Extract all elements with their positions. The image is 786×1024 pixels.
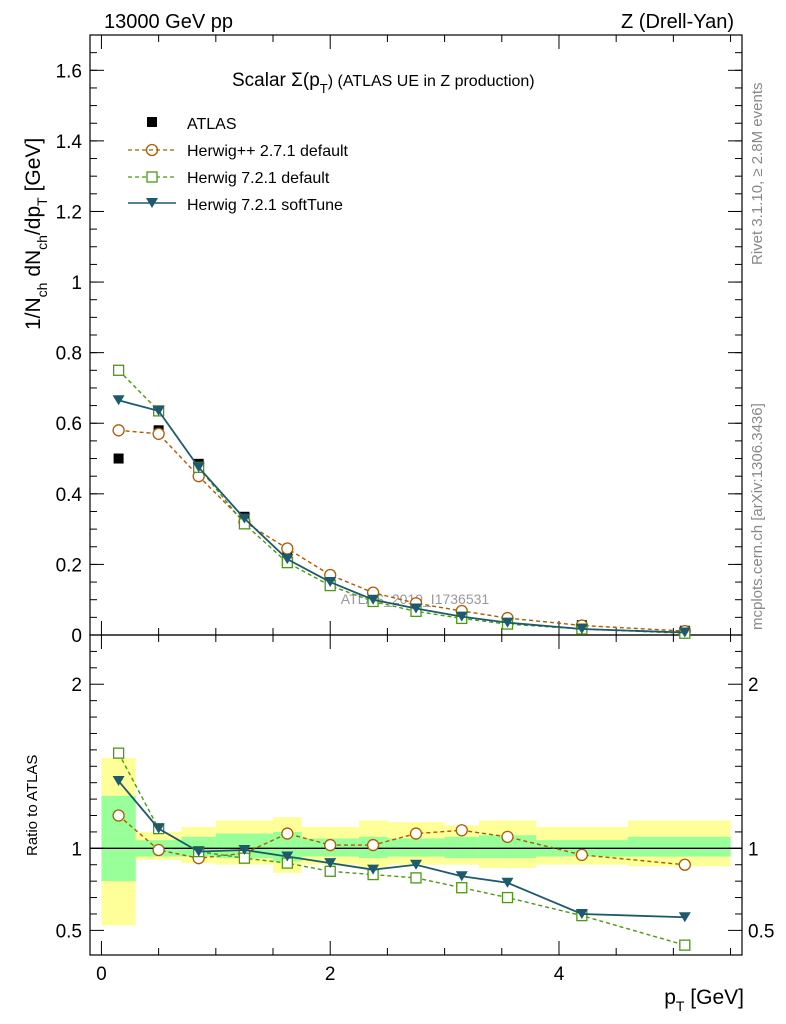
ratio-y-tick-label: 1 bbox=[71, 839, 82, 860]
ratio-point-herwigpp bbox=[678, 858, 691, 871]
x-tick-label: 0 bbox=[96, 964, 107, 985]
ratio-point-herwig-softtune bbox=[152, 823, 165, 834]
main-point-herwig-softtune bbox=[410, 603, 422, 614]
ratio-point-herwig-softtune bbox=[238, 844, 251, 855]
uncertainty-bands bbox=[90, 758, 742, 926]
y-tick-label: 1.2 bbox=[56, 202, 82, 223]
y-tick-label: 0.8 bbox=[56, 344, 82, 365]
y-tick-label: 0.4 bbox=[56, 485, 83, 506]
legend-marker-herwig-softtune bbox=[146, 198, 158, 208]
ratio-y-axis-label: Ratio to ATLAS bbox=[24, 755, 41, 856]
main-point-herwig-softtune bbox=[455, 611, 468, 622]
main-point-herwig-softtune bbox=[501, 617, 514, 628]
main-point-herwigpp bbox=[281, 542, 294, 555]
ratio-point-herwigpp bbox=[281, 827, 294, 840]
ratio-point-herwig-softtune bbox=[367, 864, 380, 875]
legend-label-herwig-default: Herwig 7.2.1 default bbox=[187, 170, 330, 187]
ratio-point-herwig-default bbox=[112, 747, 125, 759]
y-axis-label: 1/Nch dNch/dpT [GeV] bbox=[22, 138, 50, 330]
ratio-line-dashed-square bbox=[117, 752, 686, 946]
main-point-herwig-softtune bbox=[238, 513, 251, 524]
main-point-herwig-softtune bbox=[367, 594, 380, 605]
main-point-herwig-softtune bbox=[192, 462, 205, 473]
ratio-point-herwigpp bbox=[409, 827, 423, 840]
band-green-bin bbox=[627, 836, 731, 857]
ratio-point-herwigpp bbox=[152, 843, 165, 857]
band-green-bin bbox=[444, 836, 479, 859]
process-label: Z (Drell-Yan) bbox=[621, 11, 734, 33]
ratio-point-herwigpp bbox=[501, 830, 514, 843]
ratio-point-herwig-default bbox=[456, 882, 468, 894]
legend-label-herwigpp: Herwig++ 2.7.1 default bbox=[187, 143, 349, 160]
ratio-point-herwig-softtune bbox=[455, 871, 468, 882]
band-green-bin bbox=[387, 838, 445, 857]
ratio-line-solid-triangle bbox=[117, 780, 685, 919]
main-line-solid-triangle bbox=[118, 399, 685, 634]
main-point-herwig-softtune bbox=[575, 624, 588, 634]
main-point-herwig-softtune bbox=[152, 405, 165, 416]
ratio-line-dashed-circle bbox=[118, 814, 685, 866]
y-tick-label: 0.2 bbox=[56, 555, 82, 576]
ratio-point-herwig-default bbox=[501, 891, 514, 904]
ratio-point-herwig-softtune bbox=[192, 846, 205, 857]
y-tick-label: 1 bbox=[71, 273, 82, 294]
ratio-point-herwig-default bbox=[410, 872, 422, 884]
main-point-herwig-softtune bbox=[112, 395, 125, 406]
legend-marker-herwigpp bbox=[145, 143, 159, 157]
ratio-panel-series bbox=[112, 747, 691, 951]
ratio-y-tick-label: 0.5 bbox=[56, 921, 82, 942]
ratio-point-herwigpp bbox=[575, 848, 589, 862]
y-tick-label: 1.4 bbox=[56, 132, 83, 153]
ratio-panel-frame bbox=[89, 634, 743, 956]
legend-label-atlas: ATLAS bbox=[187, 116, 237, 133]
ratio-y-tick-label-right: 1 bbox=[748, 839, 759, 860]
collision-energy-label: 13000 GeV pp bbox=[104, 11, 233, 33]
ratio-point-herwig-softtune bbox=[575, 908, 588, 919]
main-point-herwig-softtune bbox=[281, 554, 294, 565]
x-tick-label: 2 bbox=[325, 964, 336, 985]
y-tick-label: 1.6 bbox=[56, 61, 82, 82]
legend: ATLAS Herwig++ 2.7.1 default Herwig 7.2.… bbox=[128, 116, 349, 214]
legend-entry-herwig-softtune: Herwig 7.2.1 softTune bbox=[128, 197, 343, 214]
x-tick-label: 4 bbox=[554, 964, 565, 985]
ratio-point-herwig-softtune bbox=[501, 877, 514, 888]
legend-entry-atlas: ATLAS bbox=[147, 116, 237, 133]
main-point-herwigpp bbox=[112, 424, 125, 437]
main-point-herwig-softtune bbox=[678, 627, 691, 638]
y-tick-label: 0.6 bbox=[56, 414, 82, 435]
ratio-point-herwig-default bbox=[679, 939, 691, 951]
main-point-herwigpp bbox=[152, 427, 165, 440]
axes-ticks: 0 0.2 0.4 0.6 0.8 1 1.2 1.4 1.6 0 2 4 0.5 0.5 1 1 2 2 bbox=[56, 34, 774, 985]
legend-entry-herwigpp: Herwig++ 2.7.1 default bbox=[128, 143, 349, 160]
main-point-atlas bbox=[113, 453, 124, 464]
ratio-point-herwig-softtune bbox=[112, 776, 125, 787]
mcplots-label: mcplots.cern.ch [arXiv:1306.3436] bbox=[749, 403, 766, 630]
ratio-point-herwigpp bbox=[455, 824, 468, 837]
ratio-point-herwig-softtune bbox=[410, 859, 422, 870]
legend-entry-herwig-default: Herwig 7.2.1 default bbox=[128, 170, 330, 187]
legend-marker-herwig-default bbox=[146, 171, 158, 183]
ratio-point-herwigpp bbox=[366, 838, 380, 852]
ratio-point-herwig-softtune bbox=[678, 912, 691, 923]
main-line-dashed-circle bbox=[118, 429, 685, 632]
band-green-bin bbox=[478, 835, 537, 859]
ratio-point-herwigpp bbox=[112, 809, 125, 822]
legend-marker-atlas bbox=[147, 117, 157, 127]
rivet-version-label: Rivet 3.1.10, ≥ 2.8M events bbox=[749, 83, 766, 266]
legend-label-herwig-softtune: Herwig 7.2.1 softTune bbox=[187, 197, 343, 214]
band-green-bin bbox=[101, 795, 136, 882]
ratio-point-herwig-softtune bbox=[281, 851, 294, 862]
y-tick-label: 0 bbox=[71, 626, 82, 647]
main-point-herwig-softtune bbox=[324, 577, 337, 588]
ratio-point-herwigpp bbox=[324, 838, 337, 852]
ratio-y-tick-label: 2 bbox=[71, 675, 82, 696]
ratio-point-herwig-softtune bbox=[324, 858, 337, 869]
main-point-herwig-default bbox=[112, 364, 125, 376]
ratio-y-tick-label-right: 2 bbox=[748, 675, 759, 696]
ratio-y-tick-label-right: 0.5 bbox=[748, 921, 774, 942]
main-panel-series bbox=[112, 364, 691, 639]
x-axis-label: pT [GeV] bbox=[664, 986, 744, 1014]
chart-title: Scalar Σ(pT) (ATLAS UE in Z production) bbox=[232, 70, 535, 96]
